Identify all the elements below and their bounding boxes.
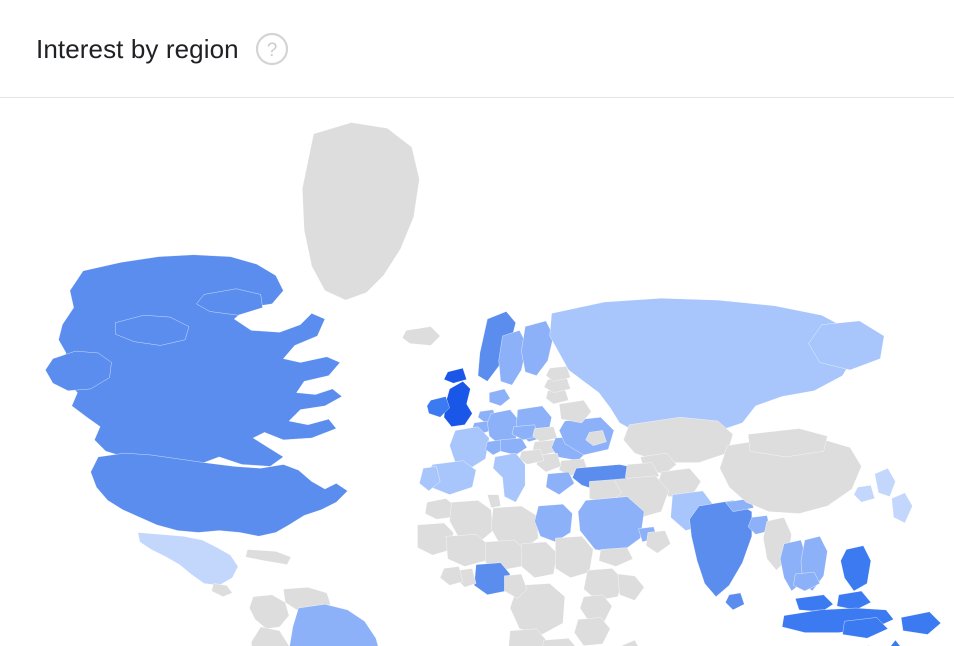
help-icon-glyph: ?	[266, 40, 277, 61]
map-region-pg[interactable]: Papua New Guinea: 80	[901, 612, 941, 635]
map-region-se[interactable]: Sweden: 56	[499, 330, 527, 385]
world-choropleth-svg[interactable]: GreenlandCanada: 72Canada: 72Canada: 72U…	[0, 98, 954, 646]
map-region-eg[interactable]: Egypt: 40	[535, 504, 573, 542]
map-region-is[interactable]	[402, 327, 440, 346]
page-title: Interest by region	[36, 34, 239, 64]
map-region-mx[interactable]: Mexico: 28	[138, 532, 238, 585]
map-region-cm[interactable]	[504, 574, 527, 599]
map-region-ie[interactable]: Ireland: 84	[427, 396, 450, 417]
map-region-gr[interactable]: Greece: 44	[546, 472, 574, 495]
header-divider	[0, 97, 954, 98]
map-region-ee[interactable]	[546, 366, 571, 381]
map-region-kr[interactable]: South Korea: 30	[854, 485, 875, 502]
map-region-pt[interactable]: Portugal: 38	[419, 466, 440, 491]
map-region-ca[interactable]: Canada: 72	[57, 255, 342, 491]
map-region-fr[interactable]: France: 40	[450, 427, 490, 469]
map-region-au[interactable]: Australia: 92	[810, 640, 937, 646]
map-region-jp[interactable]: Japan: 30	[892, 493, 913, 523]
map-region-ca[interactable]: Canada: 72	[196, 289, 262, 315]
help-question-circle-icon[interactable]: ?	[255, 32, 289, 66]
map-region-dk[interactable]: Denmark: 54	[489, 389, 510, 406]
map-region-in[interactable]: India: 68	[690, 500, 752, 596]
map-region-ph[interactable]: Philippines: 85	[841, 546, 871, 591]
map-region-pe[interactable]: Peru	[251, 627, 289, 646]
map-region-cu[interactable]	[246, 549, 291, 564]
map-region-so[interactable]	[618, 574, 644, 600]
map-region-ml[interactable]	[446, 534, 488, 566]
map-region-ua[interactable]: Ukraine: 44	[559, 417, 614, 455]
map-region-gt[interactable]	[212, 583, 233, 596]
map-region-tn[interactable]	[487, 495, 500, 508]
map-region-et[interactable]: Ethiopia	[584, 568, 624, 600]
map-region-us[interactable]: United States: 70	[91, 453, 348, 536]
map-region-lk[interactable]: Sri Lanka: 56	[725, 593, 744, 610]
map-region-zm[interactable]	[540, 638, 578, 646]
map-region-ye[interactable]	[599, 548, 633, 567]
map-region-co[interactable]: Colombia	[249, 595, 289, 629]
country-shapes-group: GreenlandCanada: 72Canada: 72Canada: 72U…	[45, 123, 954, 646]
map-region-jp[interactable]: Japan: 30	[875, 468, 896, 496]
map-region-ke[interactable]	[580, 595, 612, 621]
map-region-my[interactable]: Malaysia: 86	[837, 591, 871, 610]
map-region-ch[interactable]: Switzerland: 42	[486, 440, 505, 455]
map-region-id[interactable]: Indonesia: 88	[843, 617, 888, 638]
map-region-gb[interactable]: United Kingdom: 100	[444, 368, 467, 383]
map-region-td[interactable]	[521, 542, 557, 578]
map-region-ru[interactable]: Russia: 36	[809, 321, 885, 370]
map-region-kz[interactable]: Kazakhstan	[623, 417, 733, 462]
map-region-no[interactable]: Norway: 58	[478, 311, 516, 381]
map-region-my[interactable]: Malaysia: 86	[795, 595, 833, 612]
map-region-cz[interactable]: Czechia: 44	[512, 425, 538, 440]
panel-header: Interest by region ?	[0, 0, 954, 98]
map-region-tz[interactable]	[574, 617, 610, 645]
map-region-dz[interactable]: Algeria	[450, 500, 493, 542]
map-region-it[interactable]: Italy: 38	[493, 453, 525, 502]
map-region-ca[interactable]: Canada: 72	[115, 315, 189, 345]
map-region-kh[interactable]: Cambodia: 46	[793, 572, 819, 591]
map-region-mn[interactable]: Mongolia	[748, 429, 827, 457]
map-region-fi[interactable]: Finland: 50	[521, 321, 553, 376]
map-region-om[interactable]	[646, 531, 671, 554]
map-region-ci[interactable]	[440, 566, 463, 585]
interest-by-region-map[interactable]: GreenlandCanada: 72Canada: 72Canada: 72U…	[0, 98, 954, 646]
map-region-mg[interactable]: Madagascar	[620, 640, 643, 646]
map-region-us[interactable]: United States: 70	[45, 351, 111, 391]
map-region-ao[interactable]: Angola	[508, 629, 548, 646]
map-region-sk[interactable]	[533, 427, 558, 442]
map-region-md[interactable]	[586, 430, 607, 445]
map-region-by[interactable]	[559, 400, 591, 423]
map-region-hr[interactable]	[520, 449, 545, 464]
map-region-cd[interactable]: DR Congo	[510, 583, 565, 634]
map-region-ru[interactable]: Russia: 36	[550, 298, 856, 436]
map-region-gl[interactable]: Greenland	[302, 123, 419, 301]
map-region-br[interactable]: Brazil: 36	[283, 604, 381, 646]
